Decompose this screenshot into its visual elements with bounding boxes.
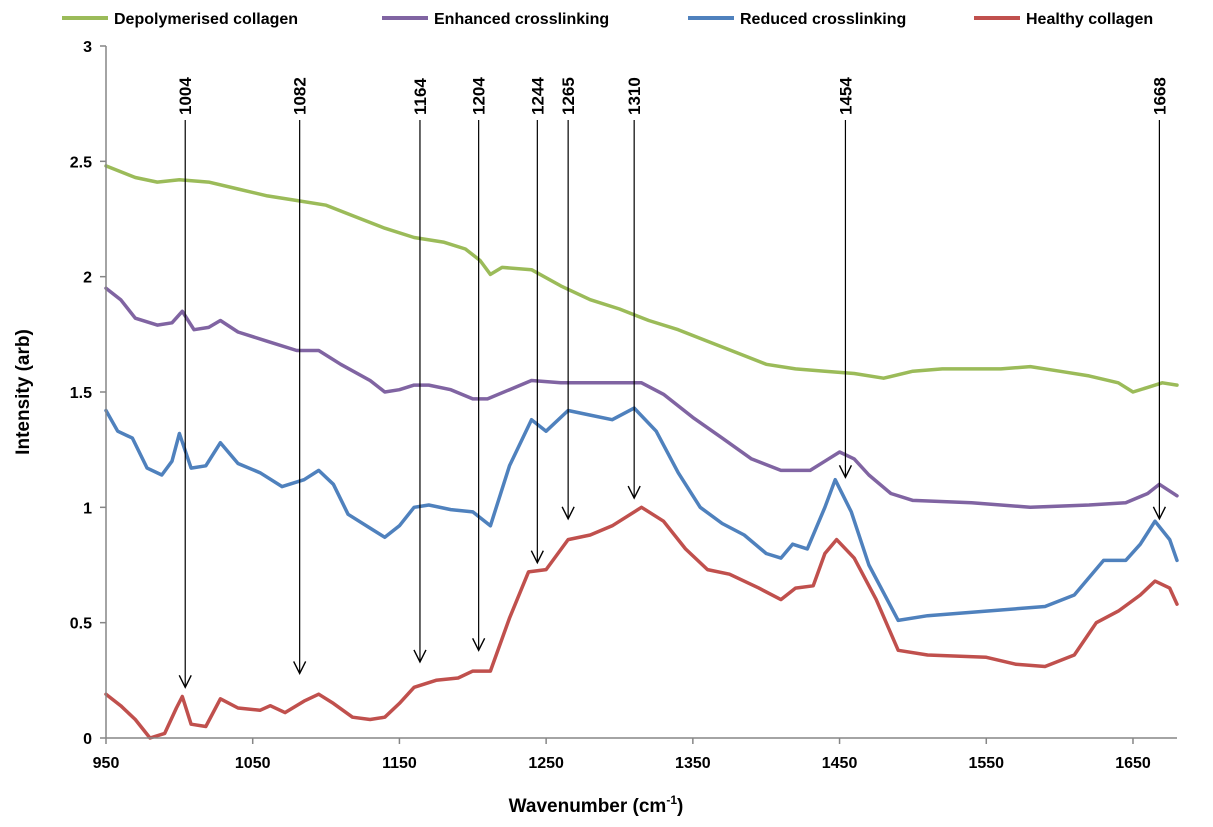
legend-entry-healthy: Healthy collagen (974, 11, 1153, 28)
x-tick-label: 1650 (1115, 755, 1151, 772)
y-axis-title: Intensity (arb) (13, 329, 34, 455)
peak-arrow-head (178, 674, 192, 689)
peak-annotation: 1164 (411, 78, 430, 664)
legend-label-reduced: Reduced crosslinking (740, 11, 906, 28)
y-tick-label: 2 (83, 270, 92, 287)
legend-entry-depolymerised: Depolymerised collagen (62, 11, 298, 28)
peak-arrow-head (413, 649, 427, 664)
peak-annotation: 1244 (528, 77, 547, 565)
peak-label: 1244 (528, 77, 547, 115)
legend-label-enhanced: Enhanced crosslinking (434, 11, 609, 28)
peak-annotation: 1310 (625, 77, 644, 500)
annotation-layer: 1004 1082 1164 1204 1244 1265 1310 1454 1668 (176, 77, 1169, 689)
series-layer (104, 164, 1179, 740)
peak-label: 1454 (836, 77, 855, 115)
legend-label-healthy: Healthy collagen (1026, 11, 1153, 28)
legend: Depolymerised collagen Enhanced crosslin… (62, 11, 1153, 28)
x-axis-title-close: ) (677, 796, 683, 817)
x-tick-label: 1450 (822, 755, 858, 772)
y-ticks: 0 0.5 1 1.5 2 2.5 3 (70, 39, 106, 748)
peak-label: 1164 (411, 78, 430, 115)
x-axis-title: Wavenumber (cm-1) (509, 793, 684, 817)
peak-label: 1310 (625, 77, 644, 115)
peak-label: 1668 (1150, 77, 1169, 115)
legend-label-depolymerised: Depolymerised collagen (114, 11, 298, 28)
x-ticks: 950 1050 1150 1250 1350 1450 1550 1650 (93, 738, 1151, 772)
peak-arrow-head (1152, 506, 1167, 521)
series-line-enhanced (104, 286, 1179, 510)
axes: 950 1050 1150 1250 1350 1450 1550 1650 0 0.5 1 1.5… (70, 39, 1177, 772)
peak-annotation: 1265 (559, 77, 578, 521)
peak-annotation: 1204 (470, 77, 489, 652)
peak-annotation: 1454 (836, 77, 855, 479)
legend-entry-enhanced: Enhanced crosslinking (382, 11, 609, 28)
peak-annotation: 1668 (1150, 77, 1169, 521)
peak-arrow-head (561, 506, 575, 521)
y-tick-label: 3 (83, 39, 92, 56)
y-tick-label: 0.5 (70, 616, 92, 633)
x-tick-label: 1550 (968, 755, 1004, 772)
peak-arrow-head (838, 465, 853, 479)
peak-annotation: 1082 (291, 77, 310, 675)
peak-arrow-head (472, 638, 486, 652)
peak-arrow-head (293, 661, 307, 675)
peak-arrow-head (530, 550, 544, 565)
peak-label: 1204 (470, 77, 489, 115)
y-tick-label: 2.5 (70, 154, 92, 171)
x-tick-label: 1050 (235, 755, 271, 772)
x-tick-label: 1250 (528, 755, 564, 772)
peak-label: 1082 (291, 77, 310, 115)
series-line-healthy (104, 505, 1179, 740)
legend-entry-reduced: Reduced crosslinking (688, 11, 906, 28)
peak-arrow-head (627, 485, 641, 500)
series-line-reduced (104, 406, 1179, 623)
x-axis-title-main: Wavenumber (cm (509, 796, 667, 817)
y-tick-label: 0 (83, 731, 92, 748)
x-tick-label: 1150 (382, 755, 417, 772)
x-tick-label: 1350 (675, 755, 711, 772)
series-line-depolymerised (104, 164, 1179, 394)
y-tick-label: 1.5 (70, 385, 92, 402)
x-axis-title-sup: -1 (666, 793, 677, 807)
y-tick-label: 1 (83, 500, 92, 517)
x-tick-label: 950 (93, 755, 120, 772)
peak-label: 1004 (176, 77, 195, 115)
peak-annotation: 1004 (176, 77, 195, 689)
peak-label: 1265 (559, 77, 578, 115)
